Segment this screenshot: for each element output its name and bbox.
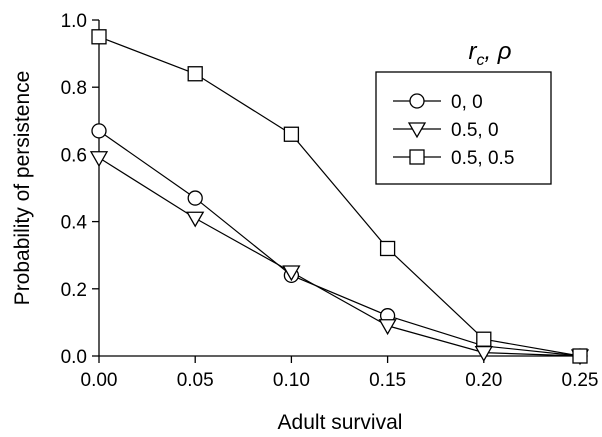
y-tick-label: 0.2 <box>61 280 87 301</box>
marker-circle <box>409 93 425 109</box>
legend-label: 0.5, 0.5 <box>451 148 514 169</box>
legend: rc, ρ 0, 0 0.5, 0 0.5, 0.5 <box>375 38 552 185</box>
marker-square <box>91 29 107 45</box>
marker-square <box>572 348 588 364</box>
x-tick-label: 0.00 <box>81 370 118 391</box>
legend-title-rest: , ρ <box>484 38 511 65</box>
legend-entry: 0.5, 0.5 <box>393 148 514 169</box>
marker-circle <box>91 123 107 139</box>
marker-square <box>379 240 396 257</box>
marker-square <box>476 331 492 347</box>
series-triangle-down <box>98 157 581 357</box>
x-tick-label: 0.20 <box>465 370 502 391</box>
legend-label: 0, 0 <box>451 92 483 113</box>
x-axis-label: Adult survival <box>278 411 403 434</box>
marker-triangle-down <box>186 211 205 228</box>
marker-triangle-down <box>378 319 397 336</box>
legend-title-r: r <box>468 38 477 65</box>
marker-circle <box>187 190 203 206</box>
y-axis-label: Probability of persistence <box>11 71 34 306</box>
x-tick-label: 0.25 <box>562 370 599 391</box>
marker-triangle-down <box>474 345 493 362</box>
series-square <box>98 36 581 357</box>
axes: 0.0 0.2 0.4 0.6 0.8 1.0 0.00 0.05 0.10 0.15 0.20 0.… <box>61 11 599 391</box>
x-tick-label: 0.10 <box>273 370 310 391</box>
series-line <box>98 157 581 357</box>
legend-label: 0.5, 0 <box>451 120 499 141</box>
series-circle <box>98 130 581 357</box>
legend-box <box>375 71 552 185</box>
y-tick-label: 0.0 <box>61 347 87 368</box>
legend-title: rc, ρ <box>468 38 511 69</box>
series-line <box>98 36 581 357</box>
x-tick-label: 0.15 <box>369 370 406 391</box>
series-line <box>98 130 581 357</box>
marker-triangle-down <box>282 265 301 282</box>
legend-entry: 0, 0 <box>393 92 483 113</box>
y-tick-label: 1.0 <box>61 11 87 32</box>
marker-triangle-down <box>89 151 109 168</box>
series-layer <box>89 29 590 366</box>
x-tick-label: 0.05 <box>177 370 214 391</box>
y-tick-label: 0.8 <box>61 78 87 99</box>
y-tick-label: 0.6 <box>61 145 87 166</box>
legend-entry: 0.5, 0 <box>393 120 499 141</box>
marker-square <box>283 126 300 142</box>
marker-square <box>187 66 203 82</box>
legend-title-subscript: c <box>476 52 484 69</box>
marker-triangle-down <box>407 122 427 139</box>
series-markers-square <box>91 29 588 364</box>
legend-entries: 0, 0 0.5, 0 0.5, 0.5 <box>393 92 514 169</box>
marker-square <box>409 149 425 165</box>
y-tick-label: 0.4 <box>61 213 88 234</box>
